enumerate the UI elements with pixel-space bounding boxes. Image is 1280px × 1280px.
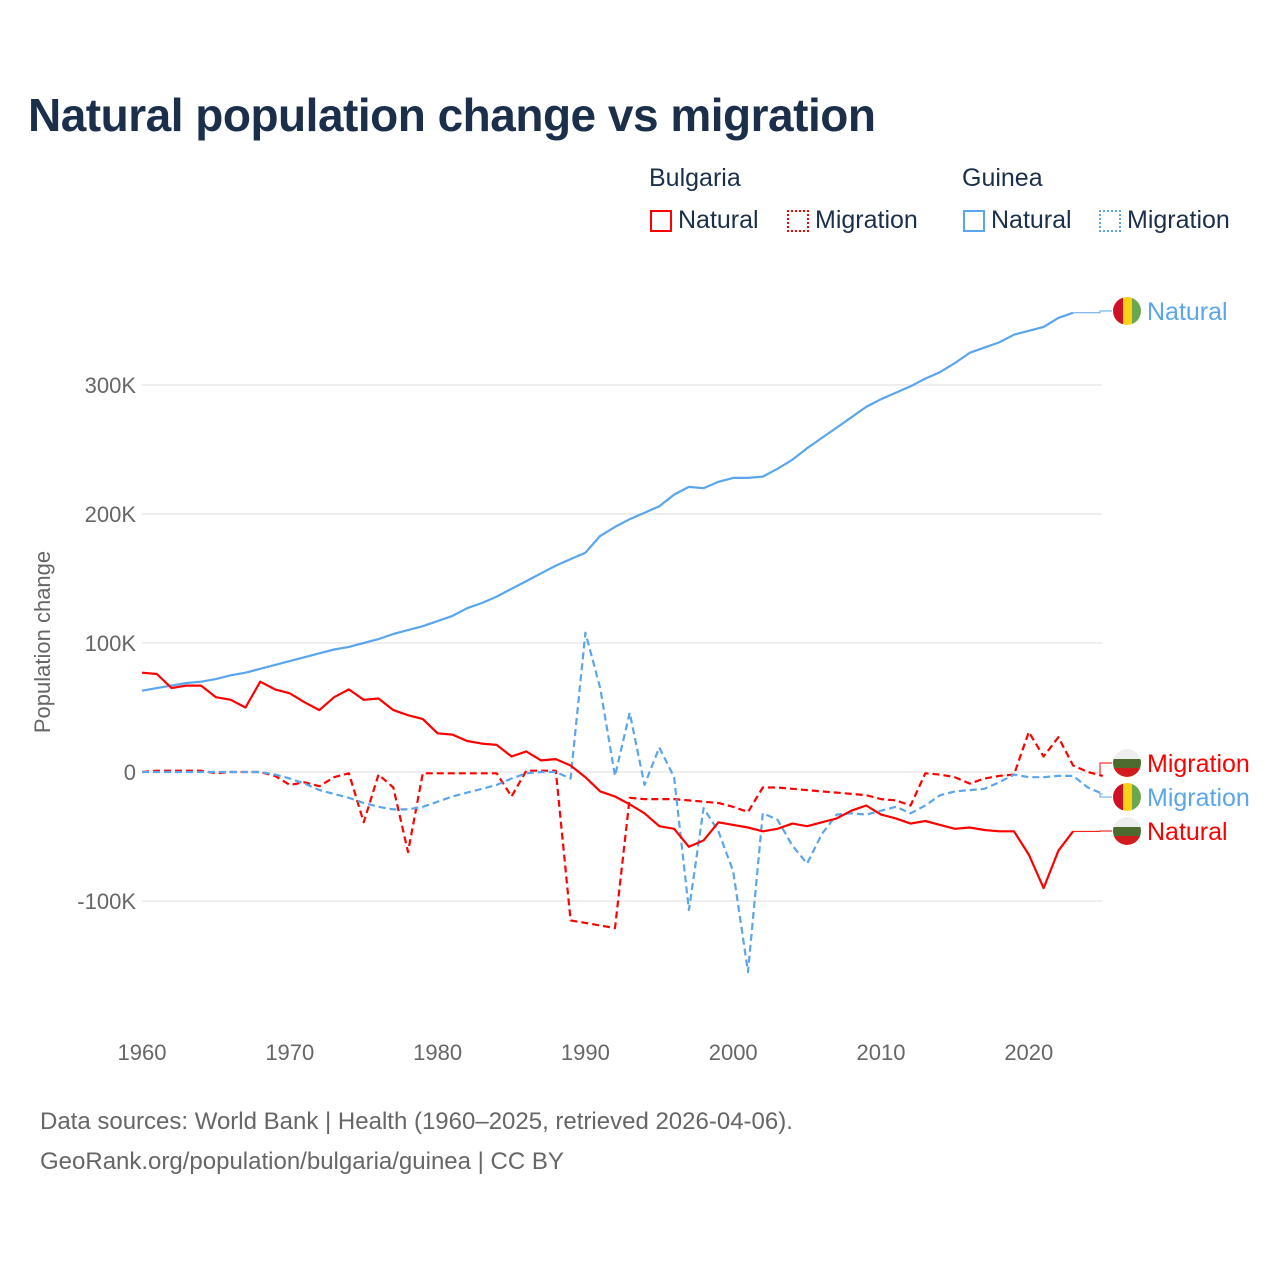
legend-bulgaria-migration[interactable]: Migration: [787, 206, 918, 235]
legend-guinea-natural[interactable]: Natural: [963, 206, 1072, 235]
legend-label: Natural: [678, 206, 759, 234]
legend-label: Migration: [815, 206, 918, 234]
x-tick-label: 2020: [1004, 1040, 1053, 1065]
x-tick-label: 2000: [709, 1040, 758, 1065]
legend-swatch-solid: [963, 209, 985, 232]
y-tick-label: 200K: [85, 502, 137, 527]
x-tick-label: 1980: [413, 1040, 462, 1065]
x-tick-label: 1990: [561, 1040, 610, 1065]
leader-line: [1073, 310, 1112, 314]
y-axis-label: Population change: [30, 551, 55, 733]
end-label: Natural: [1147, 818, 1228, 846]
end-label: Migration: [1147, 784, 1250, 812]
y-tick-label: -100K: [77, 889, 136, 914]
x-tick-label: 2010: [857, 1040, 906, 1065]
series-line-guinea-migration: [142, 631, 1104, 974]
guinea-flag-icon: [1113, 783, 1141, 811]
y-tick-label: 300K: [85, 373, 137, 398]
end-label: Natural: [1147, 298, 1228, 326]
legend-bulgaria-natural[interactable]: Natural: [650, 206, 759, 235]
x-tick-label: 1960: [118, 1040, 167, 1065]
legend-guinea-migration[interactable]: Migration: [1099, 206, 1230, 235]
guinea-flag-icon: [1113, 297, 1141, 325]
legend-swatch-solid: [650, 209, 672, 232]
chart-title: Natural population change vs migration: [28, 89, 876, 141]
legend-swatch-dotted: [1099, 209, 1121, 232]
legend-label: Natural: [991, 206, 1072, 234]
legend-group-bulgaria: Bulgaria: [649, 164, 741, 192]
legend-group-guinea: Guinea: [962, 164, 1043, 192]
y-tick-label: 0: [124, 760, 136, 785]
leader-line: [1099, 793, 1112, 798]
series-line-bulgaria-natural: [141, 671, 1074, 890]
legend-label: Migration: [1127, 206, 1230, 234]
bulgaria-flag-icon: [1113, 817, 1141, 845]
x-tick-label: 1970: [265, 1040, 314, 1065]
bulgaria-flag-icon: [1113, 749, 1141, 777]
footer-url[interactable]: GeoRank.org/population/bulgaria/guinea |…: [40, 1148, 564, 1175]
series-line-guinea-natural: [141, 311, 1074, 692]
legend-swatch-dotted: [787, 209, 809, 232]
footer-sources: Data sources: World Bank | Health (1960–…: [40, 1108, 793, 1135]
y-tick-label: 100K: [85, 631, 137, 656]
end-label: Migration: [1147, 750, 1250, 778]
leader-line: [1099, 762, 1112, 777]
series-line-bulgaria-migration: [141, 730, 1103, 930]
